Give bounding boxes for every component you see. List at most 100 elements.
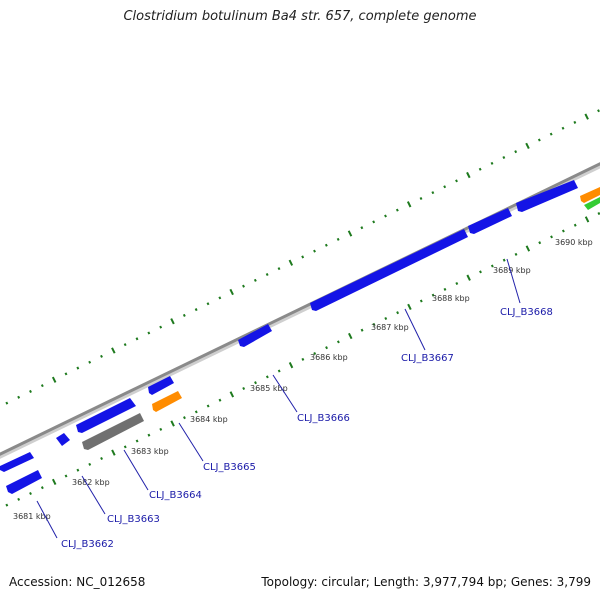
outer-tick-mark — [88, 360, 92, 364]
inner-tick-ring — [5, 212, 600, 507]
inner-tick-mark — [76, 468, 80, 472]
inner-tick-mark — [325, 346, 328, 350]
cds-feature[interactable] — [56, 433, 70, 446]
outer-tick-mark — [111, 347, 116, 354]
inner-tick-mark — [372, 322, 376, 326]
inner-tick-mark — [525, 245, 531, 252]
outer-tick-mark — [561, 126, 565, 130]
inner-tick-mark — [348, 332, 353, 340]
outer-tick-mark — [419, 196, 423, 200]
pseudo-feature[interactable] — [82, 413, 144, 450]
tick-label: 3685 kbp — [250, 384, 288, 393]
inner-tick-mark — [288, 362, 294, 369]
tick-label: 3686 kbp — [310, 353, 348, 362]
gene-label[interactable]: CLJ_B3662 — [61, 539, 114, 550]
outer-tick-mark — [478, 167, 482, 171]
gene-label[interactable]: CLJ_B3664 — [149, 490, 202, 501]
inner-tick-mark — [51, 478, 57, 485]
inner-tick-mark — [242, 386, 246, 391]
inner-tick-mark — [455, 282, 459, 286]
cds-feature[interactable] — [310, 229, 468, 311]
tick-label: 3684 kbp — [190, 415, 228, 424]
label-leader — [178, 422, 204, 462]
outer-tick-mark — [525, 142, 530, 149]
outer-tick-mark — [301, 255, 305, 259]
tick-label: 3690 kbp — [555, 238, 593, 247]
cds-feature[interactable] — [468, 208, 512, 234]
inner-tick-mark — [170, 420, 175, 427]
tick-labels: 3681 kbp 3682 kbp 3683 kbp 3684 kbp 3685… — [13, 238, 593, 521]
inner-tick-mark — [229, 391, 235, 398]
label-leader — [404, 308, 426, 351]
outer-tick-mark — [40, 384, 44, 388]
inner-tick-mark — [597, 212, 600, 216]
outer-tick-mark — [431, 191, 435, 195]
inner-tick-mark — [561, 229, 565, 233]
outer-tick-ring — [5, 109, 600, 405]
inner-tick-mark — [135, 439, 139, 443]
gene-label[interactable]: CLJ_B3666 — [297, 413, 350, 424]
outer-tick-mark — [455, 179, 458, 183]
outer-tick-mark — [277, 267, 281, 271]
cds-feature[interactable] — [0, 452, 34, 472]
outer-tick-mark — [490, 161, 494, 165]
rna-feature[interactable] — [580, 187, 600, 203]
outer-tick-mark — [64, 372, 68, 376]
outer-tick-mark — [218, 296, 222, 300]
inner-tick-mark — [407, 303, 412, 310]
inner-tick-mark — [514, 252, 518, 256]
outer-tick-mark — [17, 395, 21, 399]
tick-label: 3688 kbp — [432, 294, 470, 303]
label-leader — [506, 258, 521, 304]
outer-tick-mark — [229, 288, 234, 296]
other-feature[interactable] — [584, 197, 600, 210]
rna-feature[interactable] — [152, 391, 182, 412]
cds-feature[interactable] — [238, 324, 272, 347]
cds-feature[interactable] — [516, 180, 578, 212]
outer-tick-mark — [347, 230, 353, 237]
inner-tick-mark — [218, 398, 222, 402]
outer-tick-mark — [537, 138, 541, 142]
inner-tick-mark — [17, 497, 21, 501]
gene-label[interactable]: CLJ_B3665 — [203, 462, 256, 473]
outer-tick-mark — [159, 325, 163, 329]
inner-tick-mark — [254, 381, 257, 385]
inner-tick-mark — [206, 404, 210, 408]
inner-tick-mark — [336, 340, 340, 344]
inner-tick-mark — [194, 410, 198, 414]
inner-tick-mark — [5, 503, 9, 507]
inner-tick-mark — [490, 264, 494, 268]
outer-tick-mark — [395, 208, 399, 212]
gene-label[interactable]: CLJ_B3663 — [107, 514, 160, 525]
tick-label: 3683 kbp — [131, 447, 169, 456]
gene-labels: CLJ_B3662 CLJ_B3663 CLJ_B3664 CLJ_B3665 … — [61, 307, 553, 550]
tick-label: 3689 kbp — [493, 266, 531, 275]
outer-tick-mark — [514, 150, 518, 154]
gene-label[interactable]: CLJ_B3667 — [401, 353, 454, 364]
outer-tick-mark — [253, 278, 257, 282]
inner-tick-mark — [419, 299, 423, 303]
inner-tick-mark — [183, 416, 186, 420]
inner-tick-mark — [573, 223, 577, 227]
inner-tick-mark — [88, 462, 92, 466]
inner-tick-mark — [313, 352, 317, 356]
outer-tick-mark — [242, 284, 245, 288]
inner-tick-mark — [502, 258, 506, 262]
outer-tick-mark — [360, 226, 364, 230]
outer-tick-mark — [324, 243, 328, 247]
cds-feature[interactable] — [6, 470, 42, 494]
feature-track — [0, 180, 600, 494]
gene-label[interactable]: CLJ_B3668 — [500, 307, 553, 318]
inner-tick-mark — [29, 491, 32, 496]
inner-tick-mark — [40, 486, 44, 490]
inner-tick-mark — [277, 369, 281, 373]
outer-tick-mark — [5, 401, 9, 405]
label-leader — [272, 374, 298, 413]
label-leader — [123, 449, 149, 491]
outer-tick-mark — [502, 156, 506, 160]
inner-tick-mark — [396, 311, 400, 315]
cds-feature[interactable] — [76, 398, 136, 433]
genome-summary-text: Topology: circular; Length: 3,977,794 bp… — [261, 575, 591, 589]
cds-feature[interactable] — [148, 376, 174, 395]
inner-tick-mark — [584, 216, 590, 223]
